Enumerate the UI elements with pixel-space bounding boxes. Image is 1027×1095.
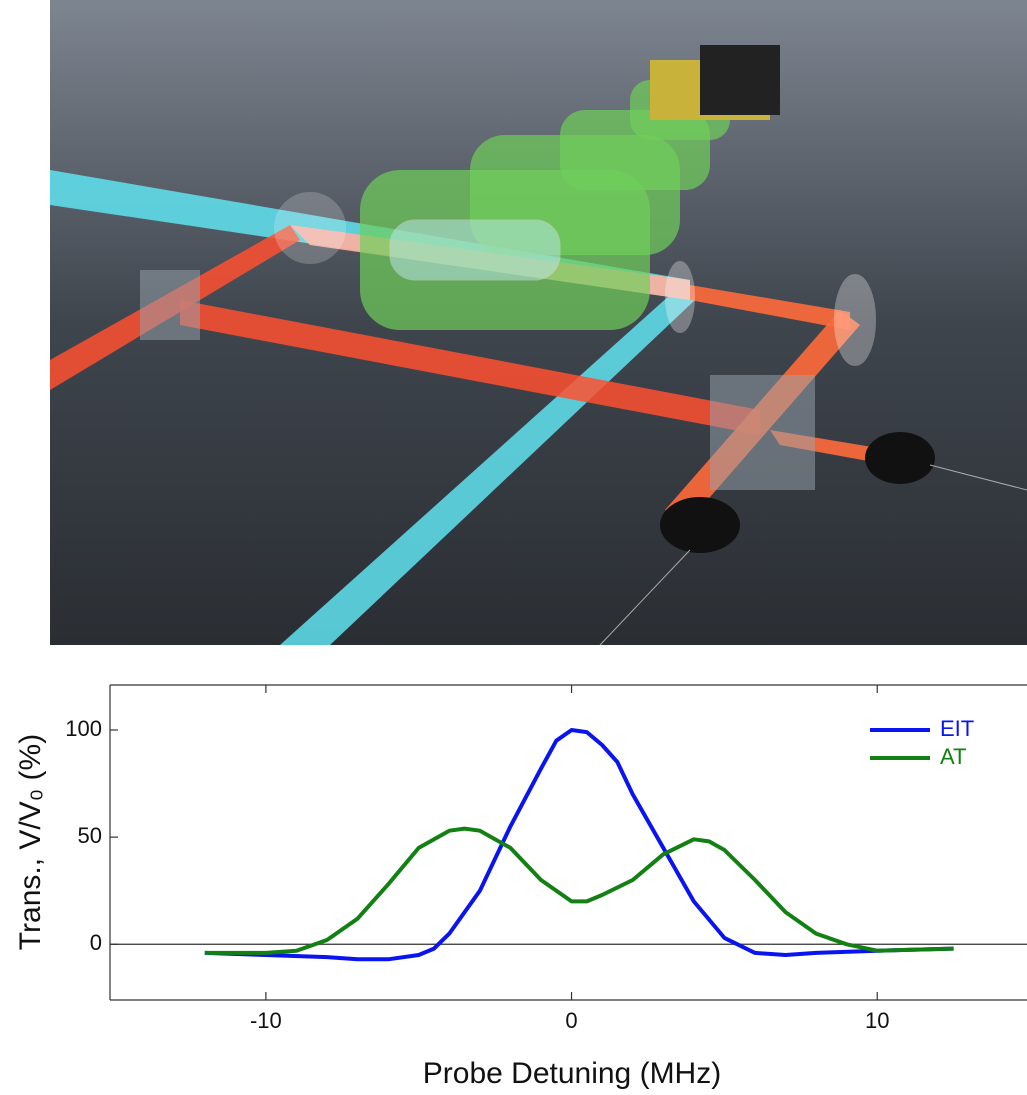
detector xyxy=(660,497,740,553)
x-tick-label: 0 xyxy=(565,1008,577,1033)
y-tick-label: 50 xyxy=(78,823,102,848)
legend-label: EIT xyxy=(940,716,974,741)
lens xyxy=(274,192,346,264)
plot: Probe Detuning (MHz) Trans., V/V₀ (%) -1… xyxy=(14,684,1027,1090)
beam-splitter xyxy=(710,375,815,490)
red-beam xyxy=(690,285,850,330)
cell xyxy=(389,219,561,281)
illustration xyxy=(50,0,1027,646)
y-axis-label: Trans., V/V₀ (%) xyxy=(14,734,47,950)
block xyxy=(700,45,780,115)
series-line xyxy=(204,826,954,955)
legend-label: AT xyxy=(940,744,966,769)
series-line xyxy=(204,728,954,962)
x-tick-label: -10 xyxy=(250,1008,282,1033)
lens xyxy=(834,274,876,366)
y-tick-label: 0 xyxy=(90,930,102,955)
y-tick-label: 100 xyxy=(65,716,102,741)
red-beam xyxy=(180,300,760,435)
detector xyxy=(865,432,935,484)
lens xyxy=(665,261,695,333)
x-tick-label: 10 xyxy=(865,1008,889,1033)
wire xyxy=(599,549,691,646)
x-axis-label: Probe Detuning (MHz) xyxy=(423,1057,721,1090)
wire xyxy=(929,464,1027,491)
beam-splitter xyxy=(140,270,200,340)
